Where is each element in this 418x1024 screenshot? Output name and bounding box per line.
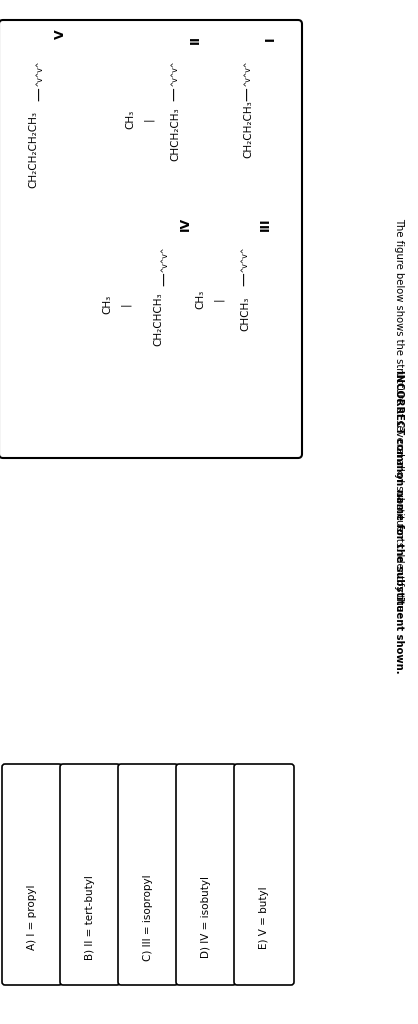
FancyBboxPatch shape [2,764,62,985]
Text: A) I = propyl: A) I = propyl [27,885,37,950]
Text: CHCH₃: CHCH₃ [240,297,250,331]
Text: —: — [33,87,47,101]
Text: CHCH₂CH₃: CHCH₂CH₃ [170,108,180,161]
Text: E) V = butyl: E) V = butyl [259,886,269,949]
Text: IV: IV [178,217,191,231]
FancyBboxPatch shape [0,20,302,458]
FancyBboxPatch shape [176,764,236,985]
Text: ^v^v^: ^v^v^ [36,61,44,86]
Text: CH₃: CH₃ [102,294,112,313]
Text: B) II = tert-butyl: B) II = tert-butyl [85,876,95,959]
Text: —: — [241,87,255,101]
Text: |: | [120,302,130,306]
Text: The figure below shows the structure of several alkyl substituents. Identify the: The figure below shows the structure of … [394,218,404,611]
Text: |: | [213,297,223,301]
Text: II: II [189,35,201,43]
Text: INCORRECT common name for the substituent shown.: INCORRECT common name for the substituen… [394,371,404,674]
FancyBboxPatch shape [60,764,120,985]
Text: CH₃: CH₃ [195,290,205,308]
Text: |: | [143,117,153,121]
Text: CH₂CH₂CH₂CH₃: CH₂CH₂CH₂CH₃ [28,111,38,187]
Text: ^v^v^: ^v^v^ [240,247,250,271]
Text: V: V [54,30,66,39]
Text: ^v^v^: ^v^v^ [244,61,252,86]
Text: —: — [158,272,172,286]
FancyBboxPatch shape [234,764,294,985]
Text: —: — [238,272,252,286]
Text: D) IV = isobutyl: D) IV = isobutyl [201,877,211,958]
Text: ^v^v^: ^v^v^ [161,247,170,271]
Text: C) III = isopropyl: C) III = isopropyl [143,874,153,961]
Text: ^v^v^: ^v^v^ [171,61,179,86]
Text: CH₂CHCH₃: CH₂CHCH₃ [153,292,163,346]
Text: CH₃: CH₃ [125,110,135,129]
Text: I: I [263,37,276,41]
Text: —: — [168,87,182,101]
Text: III: III [258,217,272,230]
Text: CH₂CH₂CH₃: CH₂CH₂CH₃ [243,100,253,158]
FancyBboxPatch shape [118,764,178,985]
